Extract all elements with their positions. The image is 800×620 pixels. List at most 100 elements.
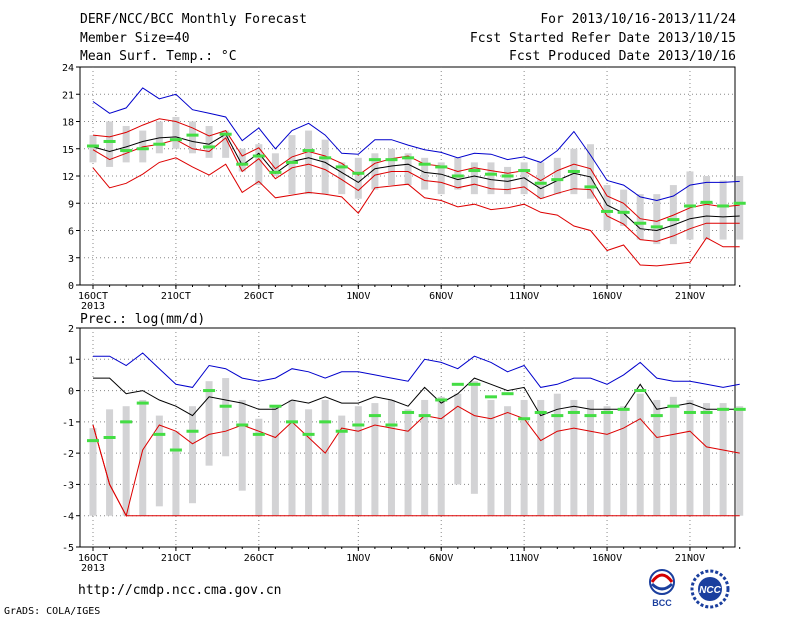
temp-median-mark — [153, 142, 166, 146]
temp-range-box — [620, 189, 628, 226]
temp-median-mark — [518, 169, 531, 173]
prec-median-mark — [219, 404, 232, 408]
temp-median-mark — [335, 165, 348, 169]
ncc-logo: NCC — [690, 569, 730, 609]
prec-median-mark — [518, 417, 531, 421]
temp-range-box — [155, 121, 163, 154]
prec-range-box — [437, 396, 445, 516]
temp-range-box — [736, 176, 744, 240]
prec-range-box — [271, 406, 279, 516]
source-url[interactable]: http://cmdp.ncc.cma.gov.cn — [78, 583, 282, 598]
temp-median-mark — [634, 221, 647, 225]
temp-median-mark — [451, 174, 464, 178]
prec-median-mark — [385, 423, 398, 427]
prec-median-mark — [153, 432, 166, 436]
temp-median-mark — [551, 178, 564, 182]
prec-range-box — [553, 393, 561, 516]
prec-axis-label: Prec.: log(mm/d) — [80, 312, 205, 327]
temp-y-tick-label: 24 — [62, 63, 74, 74]
prec-y-tick-label: -3 — [62, 480, 74, 491]
prec-range-box — [305, 409, 313, 516]
prec-median-mark — [203, 389, 216, 393]
prec-range-box — [288, 399, 296, 516]
temp-median-mark — [484, 172, 497, 176]
temp-median-mark — [219, 132, 232, 136]
temp-median-mark — [385, 158, 398, 162]
temp-range-box — [172, 116, 180, 149]
temp-range-box — [404, 153, 412, 186]
temp-median-mark — [601, 209, 614, 213]
prec-range-box — [387, 399, 395, 516]
fcst-produced-date: Fcst Produced Date 2013/10/16 — [509, 49, 736, 64]
prec-range-box — [354, 406, 362, 516]
temp-median-mark — [667, 218, 680, 222]
temp-median-mark — [203, 145, 216, 149]
prec-range-box — [736, 406, 744, 516]
prec-range-box — [122, 406, 130, 516]
prec-range-box — [338, 415, 346, 516]
prec-median-mark — [601, 410, 614, 414]
temp-range-box — [470, 162, 478, 195]
temp-y-tick-label: 15 — [62, 145, 74, 156]
prec-median-mark — [269, 404, 282, 408]
temp-median-mark — [302, 149, 315, 153]
temp-median-mark — [252, 154, 265, 158]
prec-range-box — [454, 393, 462, 485]
temp-upper-line — [92, 87, 740, 202]
prec-median-mark — [501, 392, 514, 396]
prec-median-mark — [186, 429, 199, 433]
prec-median-mark — [352, 423, 365, 427]
temp-range-box — [188, 121, 196, 154]
prec-median-mark — [634, 389, 647, 393]
temp-range-box — [338, 162, 346, 195]
temp-range-box — [371, 153, 379, 190]
prec-median-mark — [468, 382, 481, 386]
temp-range-box — [504, 166, 512, 195]
temp-median-mark — [136, 147, 149, 151]
prec-median-mark — [683, 410, 696, 414]
temp-median-mark — [236, 162, 249, 166]
prec-x-tick-label: 16OCT — [78, 553, 108, 564]
temp-x-tick-label: 26OCT — [244, 291, 274, 302]
prec-median-mark — [236, 423, 249, 427]
prec-median-mark — [402, 410, 415, 414]
prec-range-box — [603, 406, 611, 516]
temp-range-box — [454, 157, 462, 190]
prec-range-box — [470, 381, 478, 494]
temp-range-box — [636, 194, 644, 240]
prec-range-box — [586, 399, 594, 516]
prec-range-box — [719, 403, 727, 516]
temp-x-tick-label: 1NOV — [346, 291, 370, 302]
prec-median-mark — [335, 429, 348, 433]
prec-range-box — [205, 381, 213, 466]
prec-y-tick-label: 2 — [68, 324, 74, 335]
prec-range-box — [421, 399, 429, 516]
chart-title: DERF/NCC/BCC Monthly Forecast — [80, 12, 307, 27]
prec-median-mark — [534, 410, 547, 414]
prec-range-box — [487, 399, 495, 516]
prec-x-tick-label: 26OCT — [244, 553, 274, 564]
ncc-logo-text: NCC — [699, 585, 721, 596]
temp-y-tick-label: 3 — [68, 254, 74, 265]
temp-median-mark — [186, 133, 199, 137]
temp-median-mark — [319, 156, 332, 160]
prec-range-box — [570, 399, 578, 516]
prec-range-box — [636, 393, 644, 516]
temp-range-box — [603, 185, 611, 231]
temp-range-box — [387, 148, 395, 186]
prec-lower-line — [92, 424, 740, 517]
prec-median-mark — [551, 414, 564, 418]
prec-range-box — [172, 431, 180, 516]
temp-median-mark — [285, 160, 298, 164]
prec-median-mark — [584, 414, 597, 418]
prec-median-mark — [484, 395, 497, 399]
temp-median-mark — [368, 158, 381, 162]
prec-median-mark — [368, 414, 381, 418]
prec-y-tick-label: -5 — [62, 543, 74, 554]
bcc-logo: BCC — [649, 569, 675, 608]
prec-y-tick-label: -4 — [62, 512, 74, 523]
temp-mean-line — [92, 133, 740, 232]
